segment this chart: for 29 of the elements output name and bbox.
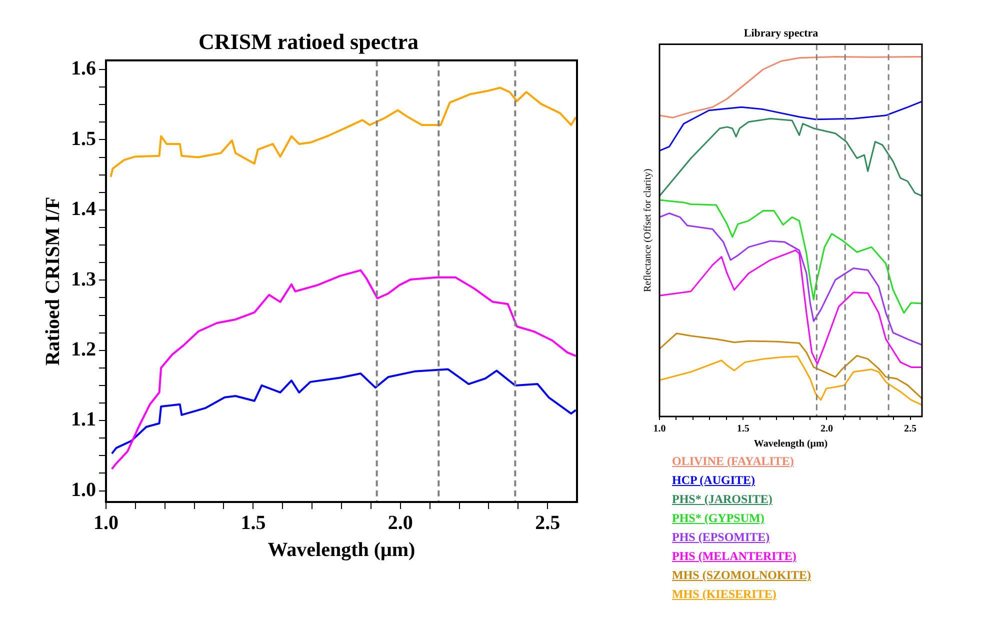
x-tick-label: 2.5: [535, 512, 560, 534]
text: PHS (EPSOMITE): [672, 529, 771, 546]
text: MHS (KIESERITE): [672, 586, 778, 603]
x-tick-label: 2.0: [820, 424, 833, 435]
text: PHS* (JAROSITE): [672, 491, 774, 508]
y-tick-label: 1.3: [71, 268, 96, 290]
x-axis-title: Wavelength (μm): [754, 438, 828, 450]
text: OLIVINE (FAYALITE): [672, 453, 795, 470]
x-axis-title: Wavelength (μm): [268, 539, 416, 562]
chart-title: Library spectra: [744, 27, 819, 40]
chart-title: CRISM ratioed spectra: [198, 28, 418, 54]
x-tick-label: 1.0: [94, 512, 118, 534]
x-tick-label: 1.0: [653, 424, 666, 435]
x-tick-label: 1.5: [736, 424, 750, 435]
y-tick-label: 1.1: [71, 408, 96, 431]
y-tick-label: 1.5: [71, 128, 96, 150]
text: PHS (MELANTERITE): [672, 548, 798, 565]
text: PHS* (GYPSUM): [672, 510, 766, 527]
y-tick-label: 1.2: [71, 338, 96, 361]
x-tick-label: 2.5: [904, 424, 917, 435]
y-axis-title: Ratioed CRISM I/F: [42, 196, 64, 366]
y-axis-title: Reflectance (Offset for clarity): [642, 168, 654, 292]
y-tick-label: 1.6: [71, 58, 96, 80]
text: HCP (AUGITE): [672, 472, 756, 489]
text: MHS (SZOMOLNOKITE): [672, 567, 812, 584]
x-tick-label: 2.0: [388, 512, 413, 534]
y-tick-label: 1.0: [71, 478, 96, 501]
x-tick-label: 1.5: [240, 512, 266, 534]
y-tick-label: 1.4: [71, 198, 96, 220]
